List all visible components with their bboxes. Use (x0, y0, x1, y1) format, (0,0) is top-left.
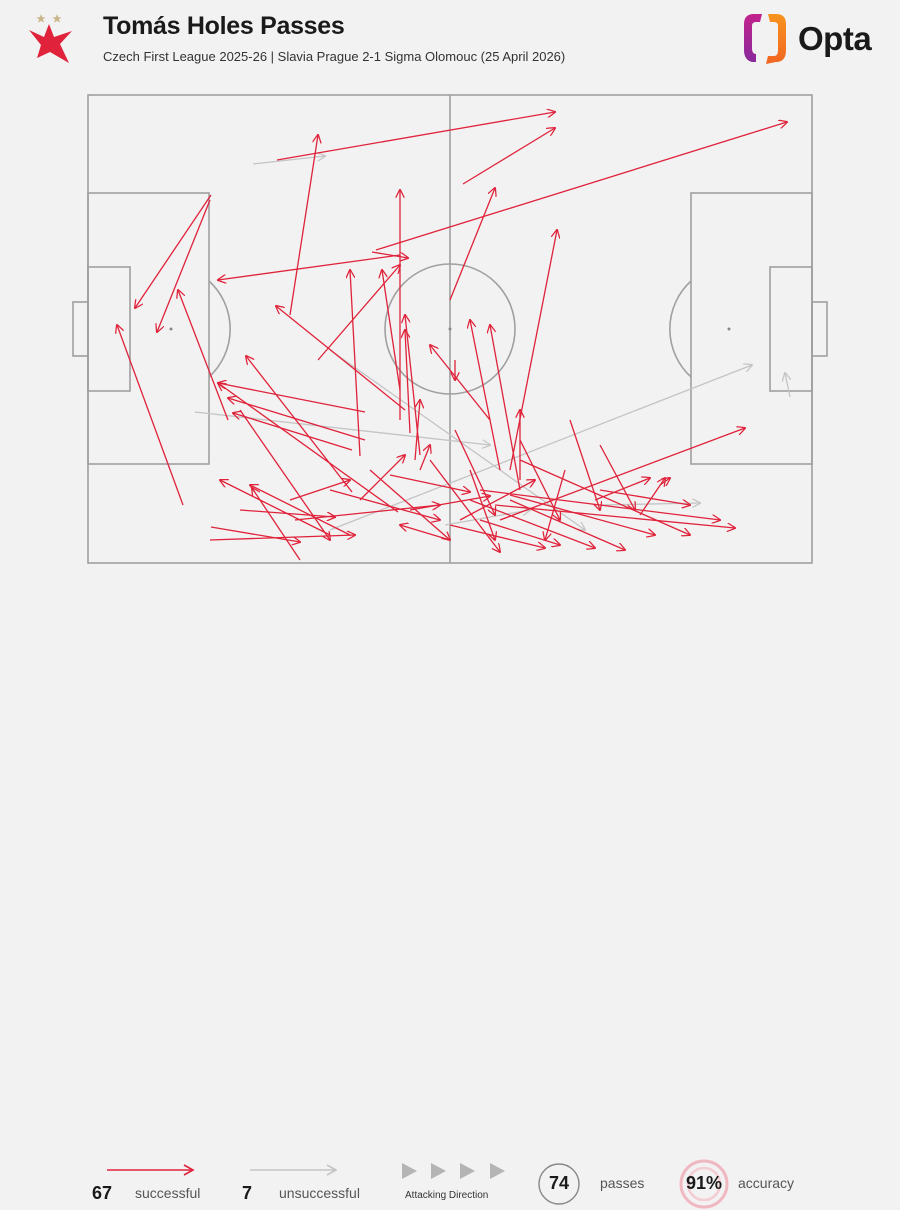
successful-pass-arrow (639, 478, 665, 516)
legend: 67 successful 7 unsuccessful Attacking D… (0, 575, 900, 1209)
successful-pass-arrow (329, 489, 440, 520)
successful-pass-arrow (405, 330, 411, 434)
successful-pass-arrow (317, 265, 400, 361)
passes-label: passes (600, 1175, 645, 1191)
successful-pass-arrow (429, 459, 500, 552)
successful-pass-arrow (246, 356, 353, 493)
accuracy-value: 91% (685, 1173, 723, 1193)
successful-pass-arrow (289, 480, 350, 501)
successful-pass-arrow (135, 194, 212, 308)
successful-pass-arrow (276, 306, 406, 411)
successful-pass-arrow (400, 525, 451, 541)
unsuccessful-pass-arrow (329, 349, 585, 530)
successful-pass-arrow (252, 488, 301, 561)
successful-pass-arrow (371, 251, 408, 258)
successful-pass-arrow (519, 439, 560, 520)
successful-count: 67 (92, 1183, 113, 1203)
successful-pass-arrow (449, 524, 545, 548)
successful-pass-arrow (409, 496, 490, 511)
successful-pass-arrow (289, 135, 318, 316)
successful-pass-arrow (499, 428, 745, 521)
successful-pass-arrow (250, 485, 351, 536)
successful-pass-arrow (369, 469, 450, 540)
successful-arrow-icon (107, 1164, 195, 1176)
successful-pass-arrow (490, 325, 521, 491)
opta-logo: Opta (740, 10, 890, 68)
pitch-pass-map (72, 94, 828, 564)
unsuccessful-pass-arrow (194, 411, 490, 445)
successful-pass-arrow (218, 383, 366, 413)
attacking-direction-label: Attacking Direction (405, 1190, 489, 1201)
unsuccessful-pass-arrow (329, 365, 752, 531)
successful-passes (117, 112, 787, 561)
header: Tomás Holes Passes Czech First League 20… (0, 0, 900, 80)
successful-pass-arrow (454, 429, 495, 515)
successful-pass-arrow (209, 535, 355, 541)
successful-pass-arrow (494, 504, 735, 528)
successful-pass-arrow (545, 469, 566, 540)
successful-pass-arrow (414, 400, 420, 461)
successful-pass-arrow (233, 413, 353, 451)
opta-wordmark: Opta (798, 20, 872, 57)
successful-pass-arrow (350, 270, 361, 457)
successful-pass-arrow (276, 112, 555, 161)
successful-pass-arrow (509, 230, 557, 471)
successful-label: successful (135, 1185, 201, 1201)
successful-pass-arrow (382, 270, 401, 391)
successful-pass-arrow (157, 199, 211, 332)
successful-pass-arrow (449, 188, 495, 301)
successful-pass-arrow (469, 469, 495, 540)
successful-pass-arrow (519, 459, 690, 535)
match-subtitle: Czech First League 2025-26 | Slavia Prag… (103, 49, 566, 64)
successful-pass-arrow (220, 480, 331, 536)
unsuccessful-count: 7 (242, 1183, 253, 1203)
successful-pass-arrow (294, 505, 440, 521)
opta-mark-icon (744, 14, 786, 64)
successful-pass-arrow (599, 489, 690, 505)
successful-pass-arrow (218, 254, 401, 280)
successful-pass-arrow (178, 290, 229, 421)
page-title: Tomás Holes Passes (103, 12, 345, 40)
successful-pass-arrow (228, 398, 366, 441)
successful-pass-arrow (430, 345, 491, 421)
successful-pass-arrow (569, 419, 600, 510)
unsuccessful-label: unsuccessful (279, 1185, 360, 1201)
unsuccessful-pass-arrow (785, 373, 790, 398)
slavia-star-icon (29, 14, 72, 63)
successful-pass-arrow (459, 480, 535, 521)
unsuccessful-arrow-icon (250, 1164, 338, 1176)
unsuccessful-passes (194, 156, 790, 531)
passes-count: 74 (548, 1173, 570, 1193)
successful-pass-arrow (375, 122, 787, 251)
successful-pass-arrow (509, 494, 655, 535)
unsuccessful-pass-arrow (252, 156, 325, 165)
successful-pass-arrow (479, 489, 720, 520)
successful-pass-arrow (359, 455, 405, 501)
attacking-direction-icon (402, 1163, 505, 1179)
successful-pass-arrow (389, 474, 470, 492)
successful-pass-arrow (210, 526, 300, 542)
successful-pass-arrow (594, 478, 650, 501)
successful-pass-arrow (117, 325, 184, 506)
successful-pass-arrow (470, 320, 501, 471)
successful-pass-arrow (599, 444, 635, 510)
successful-pass-arrow (419, 445, 430, 471)
accuracy-label: accuracy (738, 1175, 795, 1191)
successful-pass-arrow (462, 128, 555, 185)
